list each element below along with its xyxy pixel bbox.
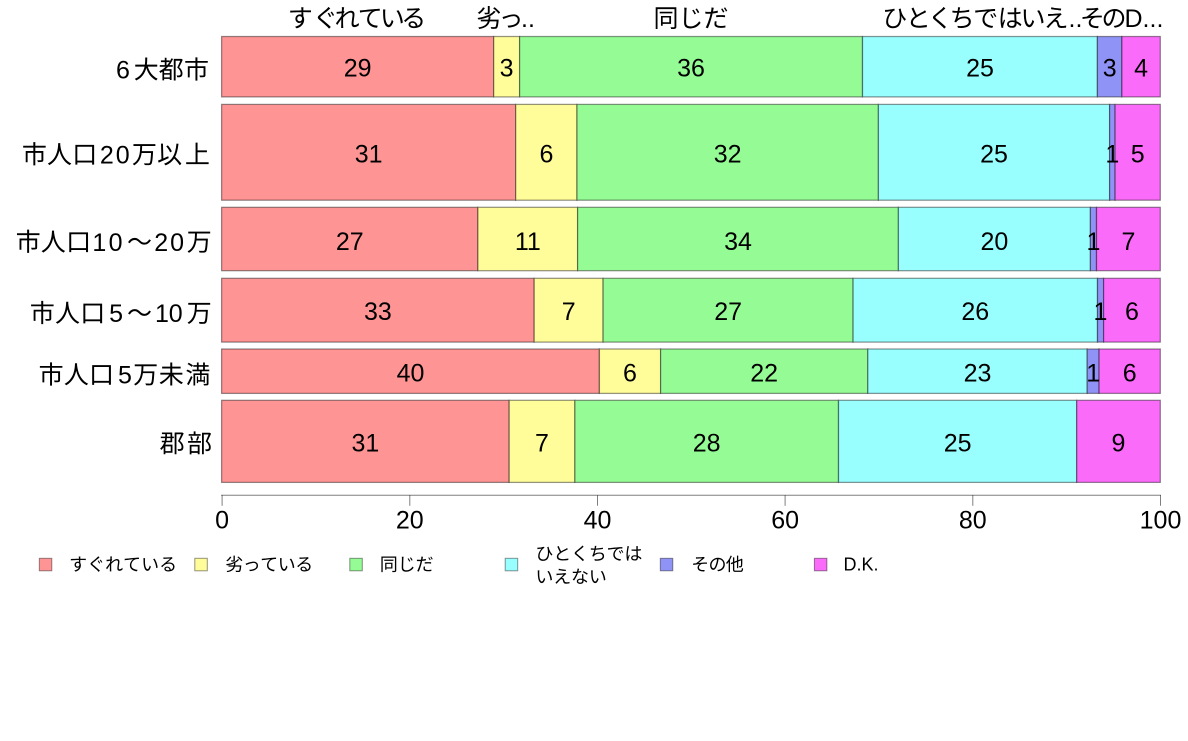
svg-text:32: 32	[714, 140, 742, 168]
svg-text:28: 28	[693, 430, 721, 458]
svg-text:31: 31	[355, 140, 383, 168]
svg-text:..: ..	[521, 5, 535, 33]
svg-text:6: 6	[1123, 360, 1137, 388]
svg-text:1: 1	[1087, 228, 1101, 256]
svg-text:27: 27	[714, 298, 742, 326]
svg-text:33: 33	[364, 298, 392, 326]
svg-text:100: 100	[1140, 507, 1182, 535]
svg-text:2: 2	[154, 229, 168, 257]
svg-text:D.K.: D.K.	[844, 555, 879, 575]
svg-text:0: 0	[116, 141, 130, 169]
svg-text:9: 9	[1112, 430, 1126, 458]
svg-text:1: 1	[1094, 298, 1108, 326]
svg-text:..: ..	[1069, 5, 1083, 33]
svg-text:25: 25	[980, 140, 1008, 168]
svg-text:22: 22	[750, 360, 778, 388]
svg-text:60: 60	[771, 507, 799, 535]
svg-text:1: 1	[92, 229, 106, 257]
svg-text:34: 34	[724, 228, 752, 256]
svg-text:20: 20	[396, 507, 424, 535]
svg-text:7: 7	[1121, 228, 1135, 256]
svg-text:0: 0	[109, 229, 123, 257]
svg-text:5: 5	[109, 300, 123, 328]
svg-text:6: 6	[623, 360, 637, 388]
svg-text:6: 6	[539, 140, 553, 168]
svg-text:6: 6	[1125, 298, 1139, 326]
svg-text:5: 5	[118, 362, 132, 390]
svg-text:23: 23	[964, 360, 992, 388]
svg-text:1: 1	[155, 300, 169, 328]
svg-text:27: 27	[336, 228, 364, 256]
svg-text:0: 0	[170, 229, 184, 257]
svg-text:D...: D...	[1125, 5, 1164, 33]
svg-text:1: 1	[1086, 360, 1100, 388]
svg-text:3: 3	[500, 55, 514, 83]
svg-text:1: 1	[1105, 140, 1119, 168]
svg-text:11: 11	[515, 228, 541, 256]
svg-text:7: 7	[562, 298, 576, 326]
svg-text:25: 25	[966, 55, 994, 83]
svg-text:36: 36	[677, 55, 705, 83]
svg-text:26: 26	[961, 298, 989, 326]
svg-text:0: 0	[215, 507, 229, 535]
svg-text:0: 0	[169, 300, 183, 328]
svg-text:20: 20	[980, 228, 1008, 256]
svg-text:29: 29	[344, 55, 372, 83]
svg-text:31: 31	[351, 430, 379, 458]
svg-text:3: 3	[1103, 55, 1117, 83]
svg-text:25: 25	[944, 430, 972, 458]
svg-text:4: 4	[1134, 55, 1148, 83]
svg-text:7: 7	[535, 430, 549, 458]
svg-text:40: 40	[397, 360, 425, 388]
svg-text:2: 2	[100, 141, 114, 169]
svg-text:5: 5	[1131, 140, 1145, 168]
svg-text:80: 80	[959, 507, 987, 535]
svg-text:6: 6	[116, 57, 130, 85]
svg-text:40: 40	[584, 507, 612, 535]
